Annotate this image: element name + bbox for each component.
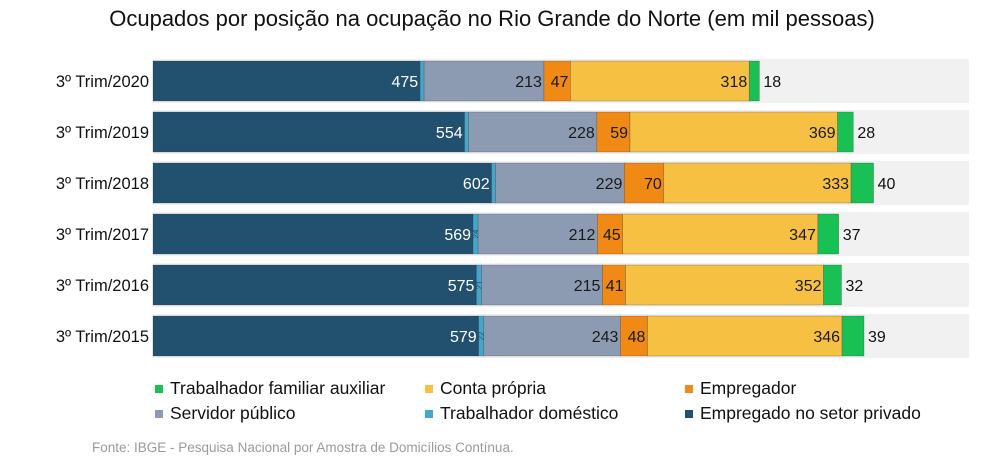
bar-segment [152,162,492,204]
data-label: 48 [628,329,646,346]
bar-segment [152,111,465,153]
data-label: 333 [822,176,849,193]
bar-segment [477,213,598,255]
data-label: 347 [789,227,816,244]
category-label: 3º Trim/2017 [56,226,149,244]
data-label: 229 [596,176,623,193]
data-label: 602 [463,176,490,193]
category-label: 3º Trim/2019 [56,124,149,142]
category-label: 3º Trim/2015 [56,328,149,346]
bar-segment [152,213,474,255]
legend-label: Trabalhador familiar auxiliar [170,378,386,398]
data-label: 37 [843,227,861,244]
bar-segment [495,162,625,204]
legend-label: Trabalhador doméstico [440,403,619,423]
data-label: 70 [644,176,662,193]
legend-label: Conta própria [440,378,547,398]
chart-title: Ocupados por posição na ocupação no Rio … [109,6,875,31]
legend-swatch [425,384,433,393]
data-label: 243 [592,329,619,346]
legend-item-privado: Empregado no setor privado [685,403,955,424]
bar-segment [850,162,874,204]
bar-segment [423,60,545,102]
bar-segment [481,264,603,306]
bar-segment [663,162,852,204]
data-label: 45 [603,227,621,244]
data-label: 352 [795,278,822,295]
data-label: 475 [391,74,418,91]
bar-segment [597,213,623,255]
bar-segment [152,264,477,306]
data-label: 213 [515,74,542,91]
legend-item-domestico: Trabalhador doméstico [425,403,685,424]
category-label: 3º Trim/2020 [56,73,149,91]
data-label: 18 [763,74,781,91]
legend-item-servidor: Servidor público [155,403,425,424]
data-label: 318 [721,74,748,91]
source-note: Fonte: IBGE - Pesquisa Nacional por Amos… [92,440,514,455]
bar-segment [622,213,819,255]
bar-segment [837,111,854,153]
data-label: 28 [857,125,875,142]
bar-segment [596,111,631,153]
data-label: 212 [569,227,596,244]
legend-label: Servidor público [170,403,296,423]
legend-label: Empregado no setor privado [700,403,921,423]
legend-item-conta-propria: Conta própria [425,378,685,399]
legend-swatch [685,409,693,418]
data-label: 22 [477,331,486,340]
data-label: 40 [878,176,896,193]
bar-segment [419,60,425,102]
bar-segment [647,315,843,357]
data-label: 369 [809,125,836,142]
legend-item-empregador: Empregador [685,378,955,399]
chart-legend: Trabalhador familiar auxiliar Conta próp… [155,378,955,424]
data-label: 32 [846,278,864,295]
bar-segment [841,315,865,357]
data-label: 41 [606,278,624,295]
bar-segment [629,111,838,153]
bar-segment [483,315,621,357]
bar-segment [491,162,496,204]
bar-segment [625,264,824,306]
bar-segment [823,264,842,306]
data-label: 346 [813,329,840,346]
bar-segment [620,315,648,357]
category-label: 3º Trim/2018 [56,175,149,193]
data-label: 59 [610,125,628,142]
legend-swatch [155,409,163,418]
data-label: 24 [472,229,481,238]
data-label: 579 [450,329,477,346]
data-label: 21 [475,280,484,289]
bar-segment [464,111,469,153]
bar-segment [152,60,421,102]
data-label: 554 [436,125,463,142]
data-label: 228 [568,125,595,142]
data-label: 575 [448,278,475,295]
data-label: 47 [551,74,569,91]
data-label: 569 [444,227,471,244]
legend-swatch [425,409,433,418]
bar-segment [152,315,479,357]
data-label: 215 [574,278,601,295]
bar-segment [624,162,665,204]
bar-segment [570,60,750,102]
category-label: 3º Trim/2016 [56,277,149,295]
legend-label: Empregador [700,378,797,398]
bar-segment [468,111,598,153]
legend-swatch [685,384,693,393]
data-label: 39 [868,329,886,346]
bar-segment [817,213,839,255]
legend-swatch [155,384,163,393]
bar-segment [748,60,760,102]
legend-item-familiar: Trabalhador familiar auxiliar [155,378,425,399]
